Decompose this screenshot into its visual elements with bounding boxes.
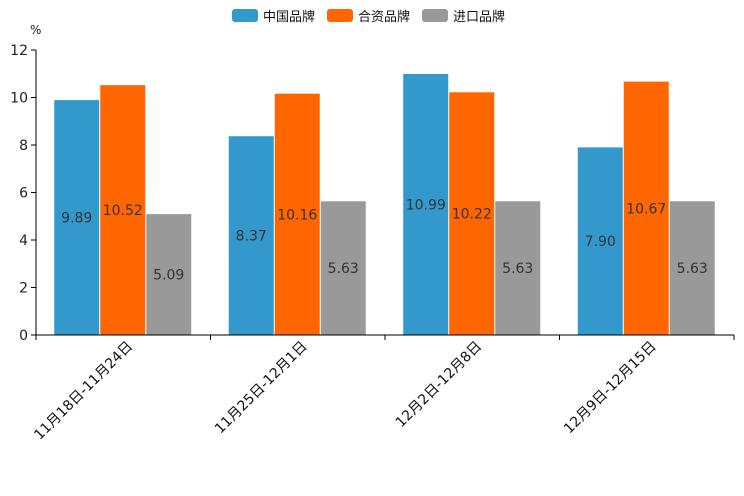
bar (623, 81, 669, 336)
x-category-label: 11月18日-11月24日 (31, 339, 136, 444)
data-label: 10.16 (277, 207, 317, 223)
data-label: 7.90 (585, 234, 616, 250)
legend-label: 合资品牌 (358, 9, 410, 25)
y-tick-label: 10 (10, 91, 28, 107)
y-axis-unit-label: % (30, 23, 41, 37)
bars: 9.89 10.52 5.09 8.37 10.16 5.63 10.99 10.22 5.63… (54, 73, 715, 336)
data-label: 10.22 (452, 207, 492, 223)
y-tick-label: 4 (19, 233, 28, 249)
y-tick-label: 2 (19, 281, 28, 297)
legend-swatch (327, 9, 353, 22)
bar (403, 73, 449, 336)
data-label: 10.67 (626, 201, 666, 217)
data-label: 5.09 (153, 268, 184, 284)
bar (54, 100, 100, 335)
x-axis: 11月18日-11月24日 11月25日-12月1日 12月2日-12月8日 12月9… (31, 334, 735, 444)
bar (669, 201, 715, 335)
data-label: 5.63 (677, 261, 708, 277)
x-category-label: 11月25日-12月1日 (212, 339, 311, 438)
bar (274, 93, 320, 335)
y-tick-label: 12 (10, 43, 28, 59)
y-tick-label: 0 (19, 328, 28, 344)
bar (100, 85, 146, 336)
bar (577, 147, 623, 335)
y-tick-label: 6 (19, 186, 28, 202)
bar (320, 201, 366, 335)
y-axis: 0 2 4 6 8 10 12 (10, 43, 37, 344)
data-label: 5.63 (328, 261, 359, 277)
legend-label: 进口品牌 (453, 9, 505, 25)
bar (449, 92, 495, 336)
data-label: 8.37 (236, 229, 267, 245)
bar (146, 214, 192, 335)
data-label: 5.63 (502, 261, 533, 277)
bar (495, 201, 541, 335)
x-category-label: 12月9日-12月15日 (561, 339, 660, 438)
x-category-label: 12月2日-12月8日 (393, 339, 485, 431)
y-tick-label: 8 (19, 138, 28, 154)
legend-label: 中国品牌 (263, 9, 315, 25)
legend: 中国品牌 合资品牌 进口品牌 (232, 9, 505, 25)
data-label: 10.52 (103, 203, 143, 219)
legend-swatch (422, 9, 448, 22)
data-label: 9.89 (61, 211, 92, 227)
bar (228, 136, 274, 335)
legend-swatch (232, 9, 258, 22)
data-label: 10.99 (406, 197, 446, 213)
